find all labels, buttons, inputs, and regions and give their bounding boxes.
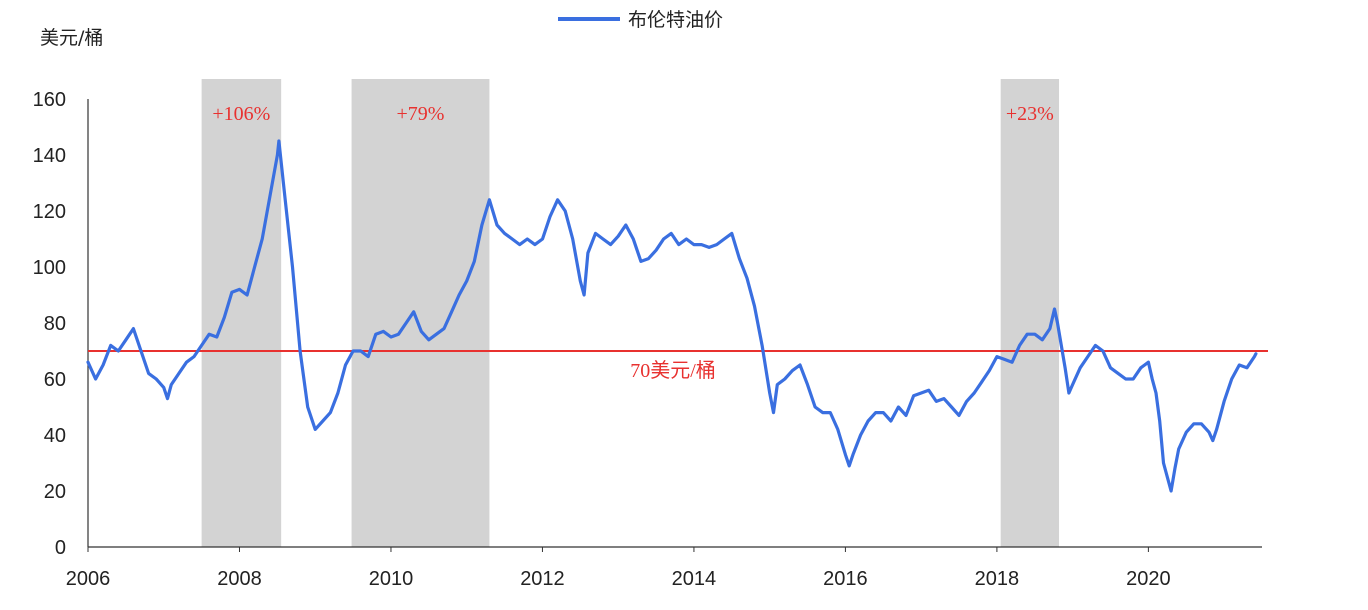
y-axis-unit-label: 美元/桶 (40, 27, 103, 49)
shaded-period-2 (1000, 79, 1060, 547)
x-tick-label: 2020 (1126, 568, 1171, 590)
y-tick-label: 0 (55, 537, 66, 559)
shaded-periods (201, 79, 1060, 547)
y-tick-label: 160 (33, 89, 66, 111)
y-tick-label: 140 (33, 145, 66, 167)
x-tick-label: 2010 (369, 568, 414, 590)
y-tick-label: 40 (44, 425, 66, 447)
shaded-period-0 (201, 79, 282, 547)
shaded-period-1 (351, 79, 490, 547)
y-tick-label: 100 (33, 257, 66, 279)
axes (87, 99, 1262, 548)
y-tick-label: 60 (44, 369, 66, 391)
shaded-period-label-1: +79% (397, 103, 445, 125)
ticks: 0 20 40 60 80 100 120 140 160 2006 2008 2010 2012 201… (33, 89, 1171, 590)
annotations: +106% +79% +23% 70美元/桶 (212, 103, 1053, 382)
series-group (86, 139, 1258, 493)
y-tick-label: 20 (44, 481, 66, 503)
x-tick-label: 2016 (823, 568, 868, 590)
legend: 布伦特油价 (558, 9, 723, 31)
legend-label: 布伦特油价 (628, 9, 723, 31)
reference-line-label: 70美元/桶 (630, 359, 716, 382)
x-tick-label: 2012 (520, 568, 565, 590)
series-line-brent (86, 139, 1258, 493)
y-tick-label: 120 (33, 201, 66, 223)
shaded-period-label-2: +23% (1006, 103, 1054, 125)
y-tick-label: 80 (44, 313, 66, 335)
shaded-period-label-0: +106% (212, 103, 270, 125)
x-tick-label: 2008 (217, 568, 262, 590)
x-tick-label: 2018 (975, 568, 1020, 590)
x-tick-label: 2014 (672, 568, 717, 590)
x-tick-label: 2006 (66, 568, 111, 590)
